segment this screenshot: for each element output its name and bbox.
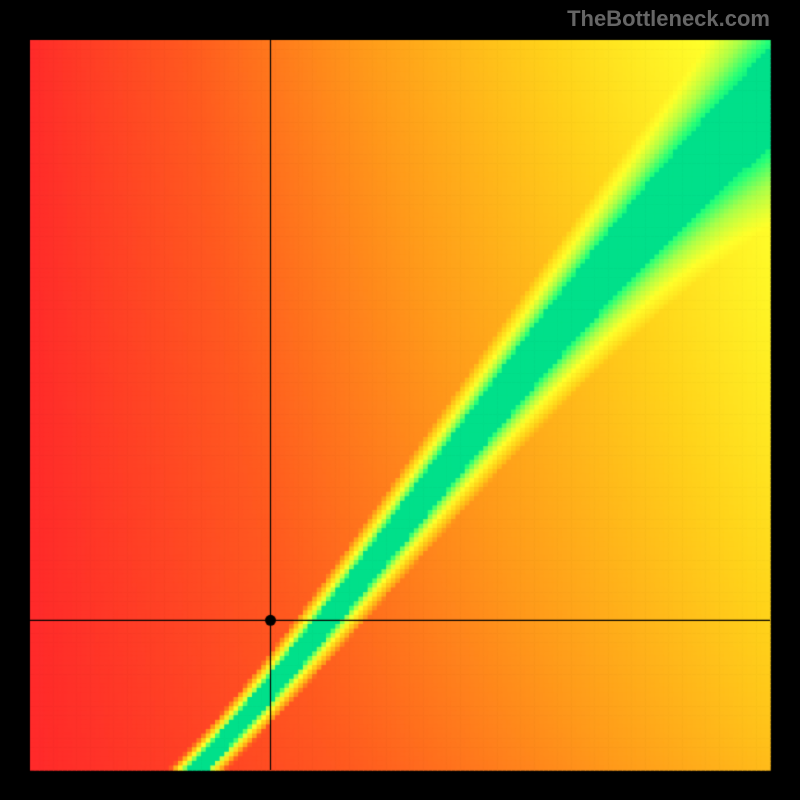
chart-container: TheBottleneck.com: [0, 0, 800, 800]
watermark-text: TheBottleneck.com: [567, 6, 770, 32]
bottleneck-heatmap: [0, 0, 800, 800]
